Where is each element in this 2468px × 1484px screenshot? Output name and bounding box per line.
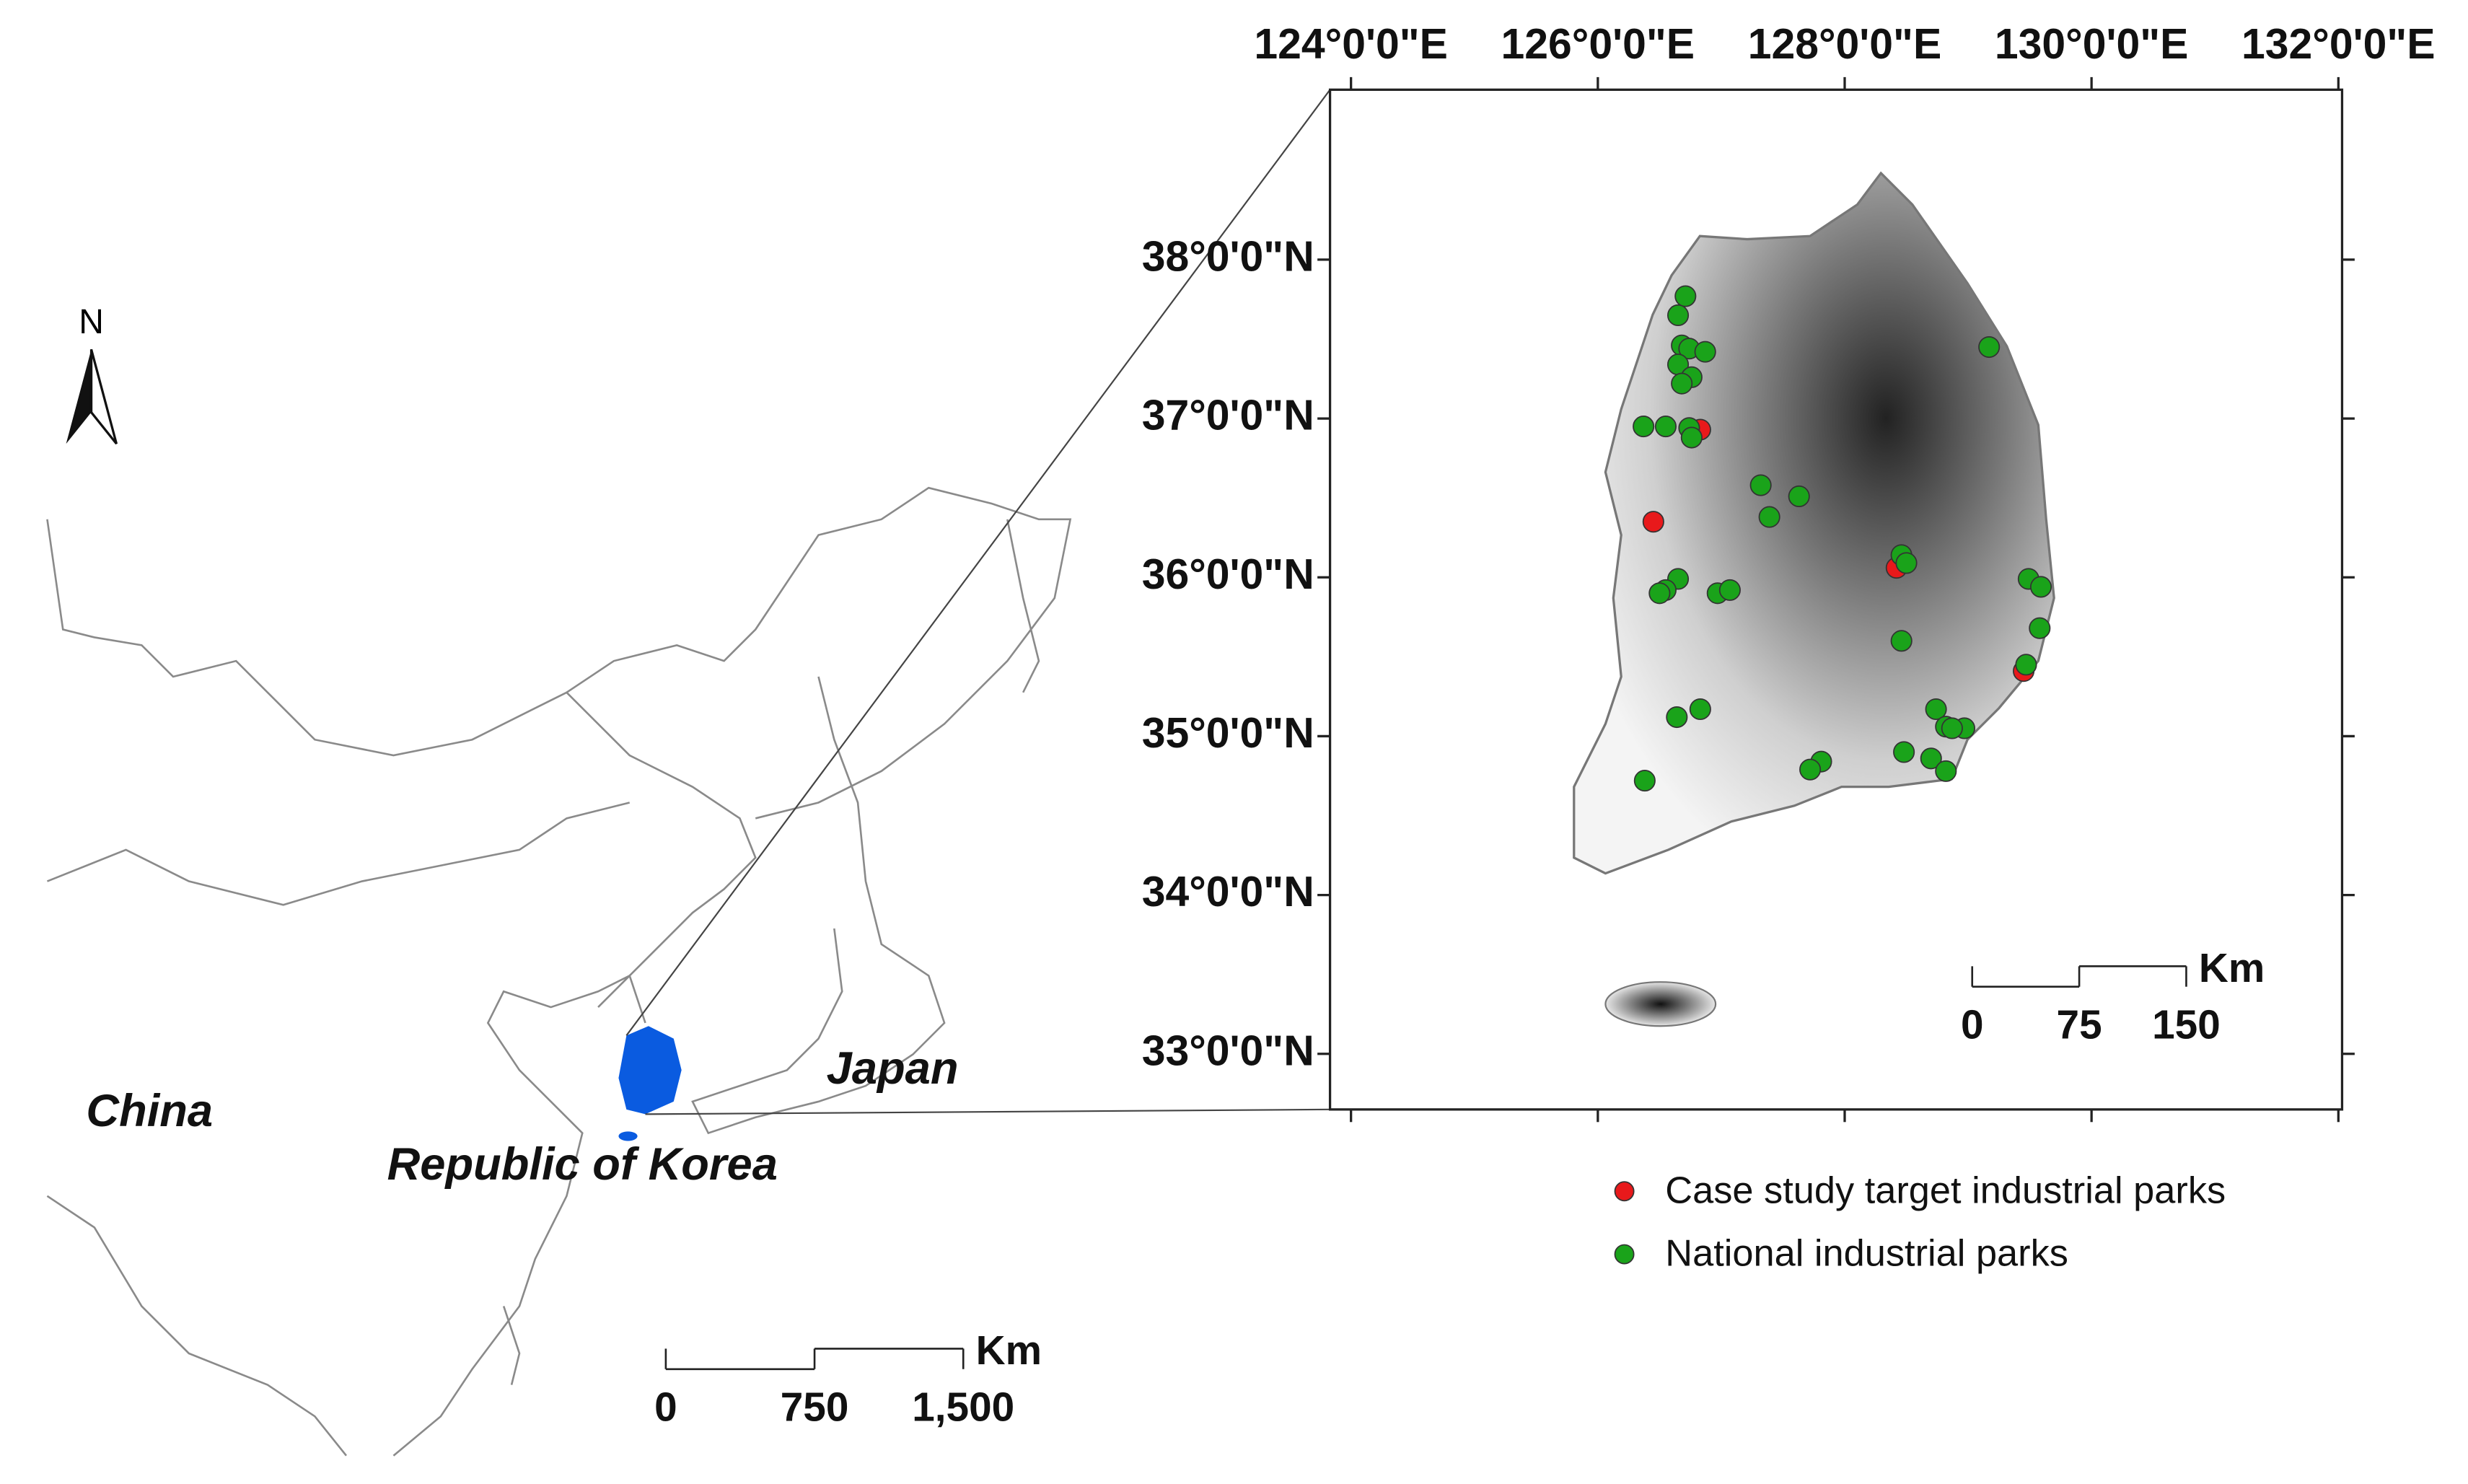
x-tick-label: 124°0'0"E — [1254, 21, 1448, 68]
scale-unit: Km — [2199, 946, 2265, 991]
industrial-park — [1920, 747, 1942, 770]
scale-label: 0 — [654, 1384, 677, 1430]
industrial-park — [1642, 511, 1664, 533]
north-arrow: N — [66, 303, 118, 445]
scale-label: 0 — [1961, 1002, 1984, 1048]
industrial-park — [1941, 717, 1963, 739]
industrial-park — [1895, 552, 1918, 574]
industrial-park — [1749, 474, 1772, 496]
industrial-park — [1633, 770, 1656, 792]
y-tick-label: 34°0'0"N — [1142, 869, 1314, 916]
industrial-park — [1666, 706, 1688, 729]
industrial-park — [1671, 372, 1693, 395]
scale-unit: Km — [976, 1328, 1042, 1374]
industrial-park — [1925, 698, 1947, 721]
x-tick-label: 128°0'0"E — [1748, 21, 1942, 68]
y-tick-label: 38°0'0"N — [1142, 233, 1314, 280]
industrial-park — [1633, 416, 1655, 438]
industrial-park — [1689, 698, 1711, 721]
industrial-park — [2029, 576, 2052, 598]
industrial-park — [1890, 630, 1913, 652]
x-tick-label: 132°0'0"E — [2241, 21, 2436, 68]
legend-marker — [1614, 1181, 1635, 1202]
jeju-relief — [1604, 981, 1717, 1027]
industrial-park — [1799, 758, 1822, 781]
y-tick-label: 35°0'0"N — [1142, 710, 1314, 757]
industrial-park — [1788, 485, 1810, 508]
x-tick-label: 130°0'0"E — [1995, 21, 2189, 68]
scale-label: 1,500 — [912, 1384, 1014, 1430]
china-label: China — [86, 1086, 213, 1136]
jeju-highlight — [618, 1131, 638, 1141]
industrial-park — [1978, 335, 2001, 359]
industrial-park — [1680, 426, 1703, 449]
y-tick-label: 37°0'0"N — [1142, 392, 1314, 439]
industrial-park — [1674, 285, 1697, 307]
y-tick-label: 36°0'0"N — [1142, 551, 1314, 598]
industrial-park — [1718, 579, 1741, 601]
korea-highlight — [618, 1026, 682, 1115]
north-label: N — [79, 303, 104, 341]
scale-label: 75 — [2057, 1002, 2102, 1048]
industrial-park — [1935, 760, 1957, 782]
scale-label: 150 — [2152, 1002, 2221, 1048]
industrial-park — [1893, 741, 1915, 763]
legend-marker — [1614, 1244, 1635, 1265]
korea-label: Republic of Korea — [387, 1139, 778, 1190]
scale-label: 750 — [781, 1384, 849, 1430]
inset-coastlines — [46, 486, 1072, 1457]
legend-label: Case study target industrial parks — [1665, 1169, 2226, 1211]
industrial-park — [1654, 416, 1677, 438]
zoom-line — [625, 89, 1331, 1036]
legend-label: National industrial parks — [1665, 1233, 2068, 1275]
x-tick-label: 126°0'0"E — [1501, 21, 1695, 68]
industrial-park — [1694, 341, 1716, 363]
legend: Case study target industrial parks Nation… — [1614, 1169, 2226, 1275]
industrial-park — [2029, 617, 2051, 639]
zoom-line — [645, 1108, 1330, 1115]
industrial-park — [1666, 304, 1690, 327]
industrial-park — [2015, 654, 2037, 676]
industrial-park — [1648, 582, 1671, 605]
japan-label: Japan — [827, 1043, 959, 1094]
industrial-park — [1758, 506, 1780, 528]
y-tick-label: 33°0'0"N — [1142, 1027, 1314, 1074]
